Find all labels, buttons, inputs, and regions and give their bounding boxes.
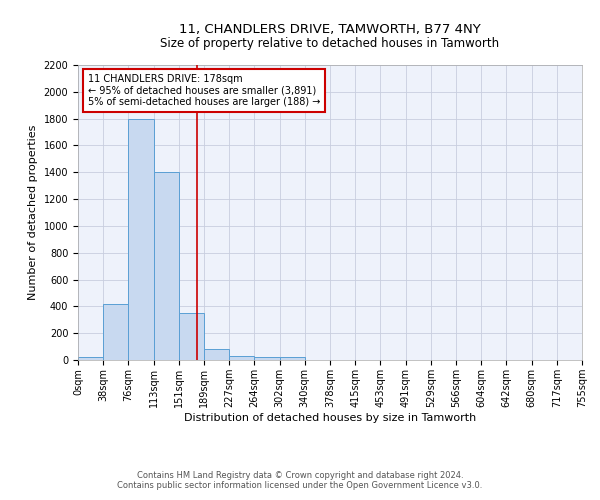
Bar	[103, 304, 128, 360]
Text: 11, CHANDLERS DRIVE, TAMWORTH, B77 4NY: 11, CHANDLERS DRIVE, TAMWORTH, B77 4NY	[179, 22, 481, 36]
Bar	[154, 172, 179, 360]
X-axis label: Distribution of detached houses by size in Tamworth: Distribution of detached houses by size …	[184, 412, 476, 422]
Bar	[128, 118, 154, 360]
Bar	[78, 358, 103, 360]
Bar	[280, 358, 305, 360]
Text: Contains HM Land Registry data © Crown copyright and database right 2024.
Contai: Contains HM Land Registry data © Crown c…	[118, 470, 482, 490]
Text: Size of property relative to detached houses in Tamworth: Size of property relative to detached ho…	[160, 38, 500, 51]
Text: 11 CHANDLERS DRIVE: 178sqm
← 95% of detached houses are smaller (3,891)
5% of se: 11 CHANDLERS DRIVE: 178sqm ← 95% of deta…	[88, 74, 320, 107]
Y-axis label: Number of detached properties: Number of detached properties	[28, 125, 38, 300]
Bar	[179, 313, 204, 360]
Bar	[229, 356, 254, 360]
Bar	[204, 350, 229, 360]
Bar	[254, 358, 280, 360]
